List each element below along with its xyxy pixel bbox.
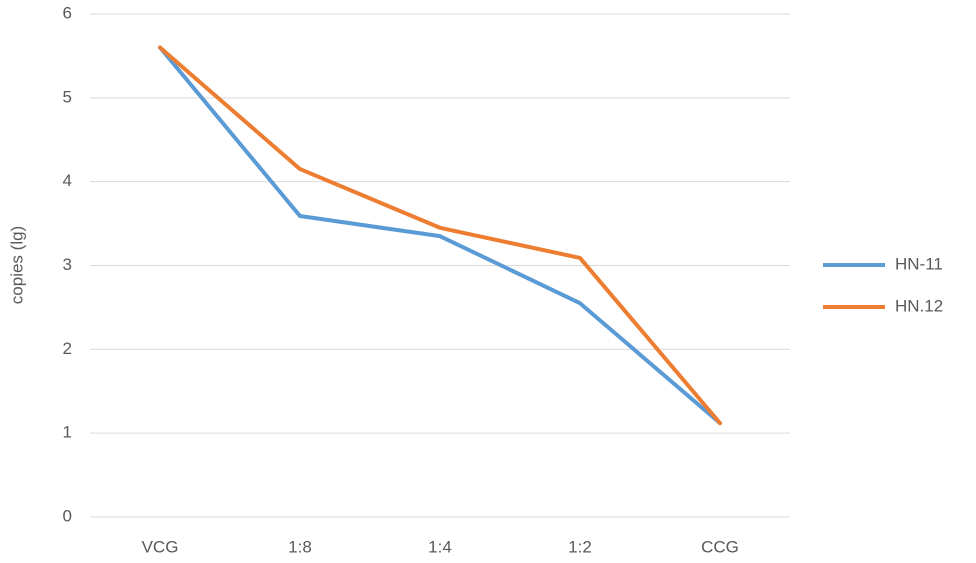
x-tick-label: CCG xyxy=(701,537,739,556)
series-line xyxy=(158,45,722,426)
y-tick-label: 3 xyxy=(63,255,72,274)
series-line xyxy=(158,45,722,426)
y-tick-label: 4 xyxy=(63,171,72,190)
legend-label: HN.12 xyxy=(895,296,943,315)
legend-label: HN-11 xyxy=(895,254,943,273)
x-tick-label: VCG xyxy=(142,537,179,556)
y-tick-label: 2 xyxy=(63,339,72,358)
x-tick-label: 1:8 xyxy=(288,537,312,556)
y-tick-label: 1 xyxy=(63,423,72,442)
x-tick-label: 1:2 xyxy=(568,537,592,556)
x-tick-label: 1:4 xyxy=(428,537,452,556)
y-tick-label: 0 xyxy=(63,506,72,525)
y-tick-label: 6 xyxy=(63,3,72,22)
y-axis-label: copies (lg) xyxy=(7,226,26,304)
y-tick-label: 5 xyxy=(63,87,72,106)
